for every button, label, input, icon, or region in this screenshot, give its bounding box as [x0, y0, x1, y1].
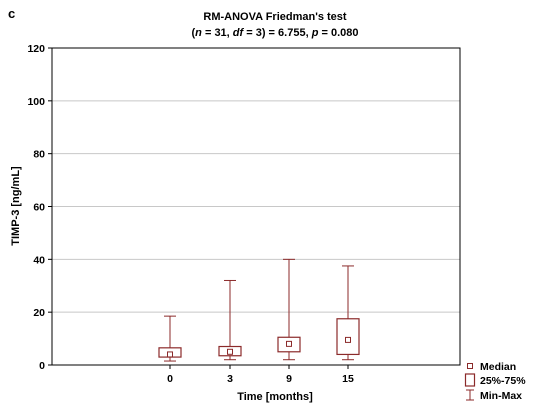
x-tick-label: 15	[342, 373, 354, 385]
gridlines	[52, 100, 460, 313]
median-marker	[167, 351, 173, 358]
y-tick-label: 120	[27, 43, 45, 55]
y-tick-label: 20	[33, 307, 45, 319]
x-axis-ticks: 0 3 9 15	[167, 365, 354, 385]
median-marker	[286, 340, 292, 347]
legend-label: Median	[480, 361, 516, 373]
legend-label: Min-Max	[480, 390, 522, 402]
subtitle-part: df	[233, 27, 245, 39]
y-tick-label: 60	[33, 202, 45, 214]
subtitle-part: n	[195, 27, 202, 39]
x-tick-label: 3	[227, 373, 233, 385]
chart-title: RM-ANOVA Friedman's test	[203, 11, 347, 23]
y-tick-label: 100	[27, 96, 45, 108]
median-marker	[345, 336, 351, 343]
y-axis-ticks: 0 20 40 60 80 100 120	[27, 43, 52, 372]
median-marker	[227, 348, 233, 355]
subtitle-part: p	[311, 27, 319, 39]
iqr-box	[336, 318, 360, 356]
subtitle-part: = 31,	[202, 27, 233, 39]
x-tick-label: 9	[286, 373, 292, 385]
legend-box-symbol	[464, 373, 476, 387]
plot-frame	[51, 47, 461, 366]
box-series	[158, 258, 360, 362]
box-3	[218, 279, 242, 361]
legend-label: 25%-75%	[480, 375, 526, 387]
subtitle-part: = 3) = 6.755,	[243, 27, 312, 39]
subtitle-part: = 0.080	[318, 27, 358, 39]
y-tick-label: 40	[33, 254, 45, 266]
box-15	[336, 265, 360, 361]
y-tick-label: 80	[33, 149, 45, 161]
legend-median-symbol	[467, 363, 473, 369]
y-axis-title: TIMP-3 [ng/mL]	[10, 166, 22, 246]
legend: Median 25%-75% Min-Max	[464, 361, 526, 402]
panel-label: c	[8, 6, 15, 21]
x-tick-label: 0	[167, 373, 173, 385]
chart-subtitle: (n = 31, df = 3) = 6.755, p = 0.080	[192, 27, 359, 39]
x-axis-title: Time [months]	[237, 391, 313, 403]
box-0	[158, 315, 182, 362]
box-9	[277, 258, 301, 361]
subtitle-part: (	[192, 27, 196, 39]
y-tick-label: 0	[39, 360, 45, 372]
